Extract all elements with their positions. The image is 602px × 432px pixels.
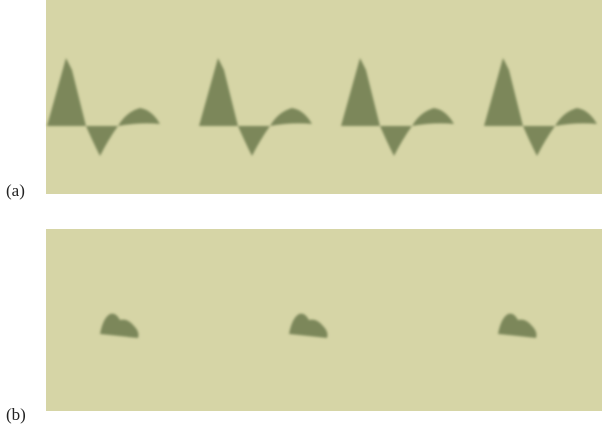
- panel-label: (a): [6, 181, 25, 200]
- page: (a) (b) (() => { const data = JSON.parse…: [0, 0, 602, 432]
- figure: (a) (b): [0, 0, 602, 432]
- panel-a-background: [46, 0, 602, 194]
- panel-label: (b): [6, 405, 26, 424]
